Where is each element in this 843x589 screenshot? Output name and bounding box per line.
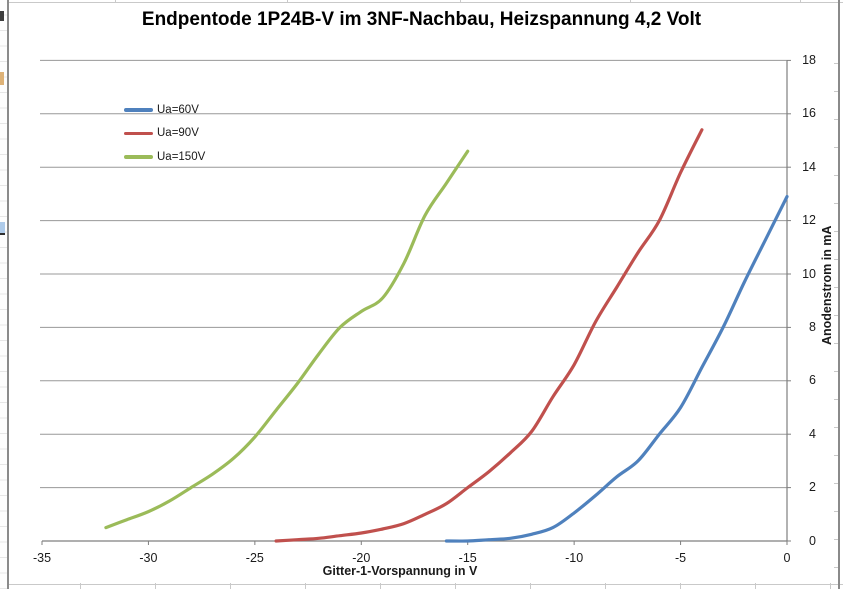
spreadsheet-column-tick [755, 583, 756, 589]
spreadsheet-column-tick [115, 0, 116, 3]
x-tick-label: -15 [458, 551, 477, 565]
y-axis-title: Anodenstrom in mA [820, 225, 834, 345]
spreadsheet-column-tick [460, 0, 461, 3]
y-tick-label: 2 [809, 480, 816, 495]
legend-line-sample-green [124, 155, 153, 159]
y-tick-label: 0 [809, 533, 816, 548]
x-tick-label: -30 [139, 551, 158, 565]
spreadsheet-column-tick [530, 583, 531, 589]
chart-object-right-border [838, 0, 840, 589]
series-line-Ua=60V [444, 195, 789, 543]
spreadsheet-column-tick [80, 583, 81, 589]
y-tick-label: 18 [802, 52, 816, 67]
series-line-Ua=150V [104, 149, 470, 530]
spreadsheet-column-tick [800, 0, 801, 3]
chart-title: Endpentode 1P24B-V im 3NF-Nachbau, Heizs… [141, 9, 702, 30]
spreadsheet-column-tick [155, 583, 156, 589]
y-tick-label: 4 [809, 426, 816, 441]
legend-item-ua60: Ua=60V [124, 98, 205, 122]
x-tick-label: -10 [565, 551, 584, 565]
y-tick-label: 16 [802, 106, 816, 121]
y-tick-label: 14 [802, 159, 816, 174]
y-tick-label: 8 [809, 319, 816, 334]
spreadsheet-column-tick [230, 583, 231, 589]
spreadsheet-cell-fragment [0, 222, 5, 235]
spreadsheet-column-tick [680, 583, 681, 589]
spreadsheet-column-tick [305, 583, 306, 589]
spreadsheet-left-edge-strip [0, 0, 7, 589]
legend-item-ua150: Ua=150V [124, 145, 205, 169]
spreadsheet-right-edge-strip [834, 36, 838, 581]
x-tick-label: 0 [783, 551, 791, 565]
legend-line-sample-red [124, 131, 153, 135]
spreadsheet-column-tick [830, 583, 831, 589]
legend-label: Ua=60V [157, 103, 199, 116]
legend-item-ua90: Ua=90V [124, 122, 205, 146]
legend-label: Ua=90V [157, 127, 199, 140]
spreadsheet-column-tick [605, 583, 606, 589]
y-tick-label: 6 [809, 373, 816, 388]
x-tick-label: -5 [675, 551, 687, 565]
y-tick-label: 12 [802, 213, 816, 228]
x-tick-label: -25 [245, 551, 264, 565]
spreadsheet-column-tick [380, 583, 381, 589]
y-tick-label: 10 [802, 266, 816, 281]
series-line-Ua=90V [274, 128, 704, 543]
spreadsheet-cell-fragment [0, 72, 4, 85]
spreadsheet-row-gridline-top [0, 2, 843, 3]
x-tick-label: -20 [352, 551, 371, 565]
legend: Ua=60V Ua=90V Ua=150V [124, 98, 205, 169]
x-tick-label: -35 [32, 551, 52, 565]
spreadsheet-column-tick [630, 0, 631, 3]
legend-label: Ua=150V [157, 150, 206, 163]
spreadsheet-column-tick [455, 583, 456, 589]
legend-line-sample-blue [124, 108, 153, 112]
chart-object-left-border [7, 0, 9, 589]
spreadsheet-cell-fragment [0, 11, 4, 21]
x-axis-title: Gitter-1-Vorspannung in V [322, 564, 478, 578]
spreadsheet-column-tick [287, 0, 288, 3]
spreadsheet-row-gridline-bottom [0, 584, 843, 585]
